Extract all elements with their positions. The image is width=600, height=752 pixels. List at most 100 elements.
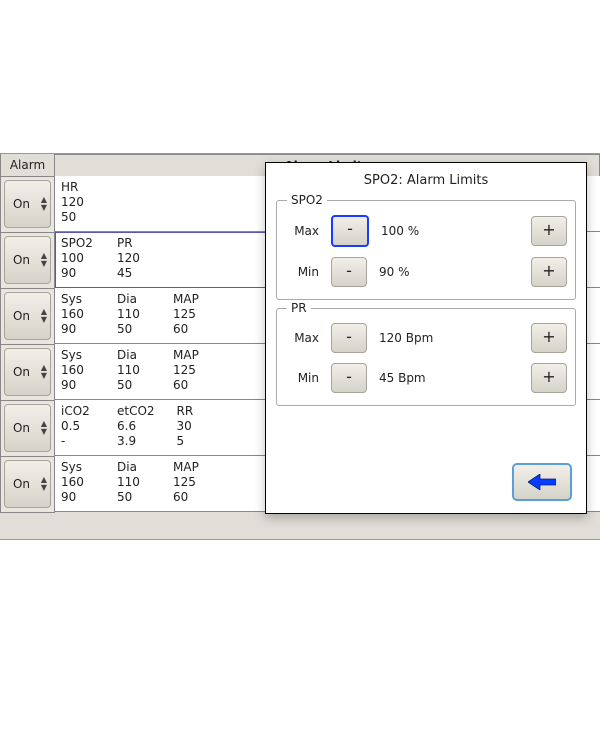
param-column: PR12045	[117, 236, 151, 281]
alarm-toggle-cell: On▲▼	[0, 457, 55, 513]
alarm-toggle-label: On	[5, 253, 38, 267]
param-lo: 60	[173, 378, 207, 393]
param-name: MAP	[173, 292, 207, 307]
arrow-left-icon	[528, 474, 556, 490]
increment-button[interactable]: +	[531, 257, 567, 287]
spinner-icon[interactable]: ▲▼	[38, 476, 50, 492]
param-column: iCO20.5-	[61, 404, 95, 449]
spinner-icon[interactable]: ▲▼	[38, 252, 50, 268]
limit-label: Max	[285, 331, 319, 345]
limit-value: 120 Bpm	[379, 331, 451, 345]
spinner-icon[interactable]: ▲▼	[38, 364, 50, 380]
param-name: etCO2	[117, 404, 155, 419]
group-legend: PR	[287, 301, 311, 315]
alarm-toggle-button[interactable]: On▲▼	[4, 460, 51, 508]
param-lo: 50	[117, 490, 151, 505]
param-hi: 110	[117, 475, 151, 490]
increment-button[interactable]: +	[531, 323, 567, 353]
param-column: MAP12560	[173, 460, 207, 505]
limit-row: Max-100 % +	[285, 215, 567, 247]
param-column: RR305	[177, 404, 211, 449]
param-hi: 160	[61, 475, 95, 490]
alarm-toggle-label: On	[5, 197, 38, 211]
limit-row: Max-120 Bpm +	[285, 323, 567, 353]
param-column: MAP12560	[173, 348, 207, 393]
param-column: Dia11050	[117, 460, 151, 505]
param-hi: 125	[173, 475, 207, 490]
increment-button[interactable]: +	[531, 363, 567, 393]
alarm-toggle-cell: On▲▼	[0, 177, 55, 233]
alarm-toggle-label: On	[5, 421, 38, 435]
param-lo: 90	[61, 266, 95, 281]
limit-label: Min	[285, 265, 319, 279]
alarm-toggle-label: On	[5, 365, 38, 379]
param-lo: 50	[117, 322, 151, 337]
param-name: Sys	[61, 292, 95, 307]
param-hi: 160	[61, 363, 95, 378]
decrement-button[interactable]: -	[331, 257, 367, 287]
param-hi: 110	[117, 307, 151, 322]
group-legend: SPO2	[287, 193, 327, 207]
param-lo: 60	[173, 322, 207, 337]
alarm-toggle-cell: On▲▼	[0, 233, 55, 289]
param-hi: 6.6	[117, 419, 155, 434]
param-column: Dia11050	[117, 292, 151, 337]
alarm-toggle-button[interactable]: On▲▼	[4, 292, 51, 340]
param-name: MAP	[173, 348, 207, 363]
alarm-toggle-label: On	[5, 309, 38, 323]
param-lo: 50	[61, 210, 95, 225]
alarm-toggle-label: On	[5, 477, 38, 491]
param-column: Sys16090	[61, 292, 95, 337]
limit-row: Min-90 % +	[285, 257, 567, 287]
param-column: Sys16090	[61, 460, 95, 505]
param-name: HR	[61, 180, 95, 195]
alarm-toggle-cell: On▲▼	[0, 345, 55, 401]
back-button[interactable]	[512, 463, 572, 501]
param-column: etCO26.63.9	[117, 404, 155, 449]
alarm-toggle-button[interactable]: On▲▼	[4, 236, 51, 284]
param-column: SPO210090	[61, 236, 95, 281]
param-column: Dia11050	[117, 348, 151, 393]
increment-button[interactable]: +	[531, 216, 567, 246]
limit-value: 90 %	[379, 265, 451, 279]
decrement-button[interactable]: -	[331, 323, 367, 353]
param-lo: 50	[117, 378, 151, 393]
limit-label: Max	[285, 224, 319, 238]
param-hi: 110	[117, 363, 151, 378]
alarm-toggle-button[interactable]: On▲▼	[4, 348, 51, 396]
param-name: Dia	[117, 292, 151, 307]
param-lo: 90	[61, 378, 95, 393]
limit-value: 100 %	[381, 224, 453, 238]
limit-row: Min-45 Bpm +	[285, 363, 567, 393]
param-hi: 160	[61, 307, 95, 322]
alarm-toggle-button[interactable]: On▲▼	[4, 180, 51, 228]
param-hi: 100	[61, 251, 95, 266]
param-name: MAP	[173, 460, 207, 475]
alarm-column-header: Alarm	[0, 154, 55, 177]
spinner-icon[interactable]: ▲▼	[38, 308, 50, 324]
param-name: RR	[177, 404, 211, 419]
param-name: Sys	[61, 348, 95, 363]
alarm-toggle-column: Alarm On▲▼On▲▼On▲▼On▲▼On▲▼On▲▼	[0, 154, 55, 513]
param-hi: 125	[173, 307, 207, 322]
limit-label: Min	[285, 371, 319, 385]
spinner-icon[interactable]: ▲▼	[38, 196, 50, 212]
param-column: Sys16090	[61, 348, 95, 393]
param-hi: 125	[173, 363, 207, 378]
dialog-title: SPO2: Alarm Limits	[266, 163, 586, 194]
param-name: Dia	[117, 348, 151, 363]
alarm-toggle-button[interactable]: On▲▼	[4, 404, 51, 452]
param-lo: 5	[177, 434, 211, 449]
limit-group: PRMax-120 Bpm+Min-45 Bpm+	[276, 308, 576, 406]
param-hi: 30	[177, 419, 211, 434]
limit-value: 45 Bpm	[379, 371, 451, 385]
decrement-button[interactable]: -	[331, 363, 367, 393]
spinner-icon[interactable]: ▲▼	[38, 420, 50, 436]
param-lo: 90	[61, 490, 95, 505]
param-lo: -	[61, 434, 95, 449]
param-lo: 60	[173, 490, 207, 505]
decrement-button[interactable]: -	[331, 215, 369, 247]
alarm-toggle-cell: On▲▼	[0, 401, 55, 457]
param-name: Sys	[61, 460, 95, 475]
param-hi: 120	[61, 195, 95, 210]
